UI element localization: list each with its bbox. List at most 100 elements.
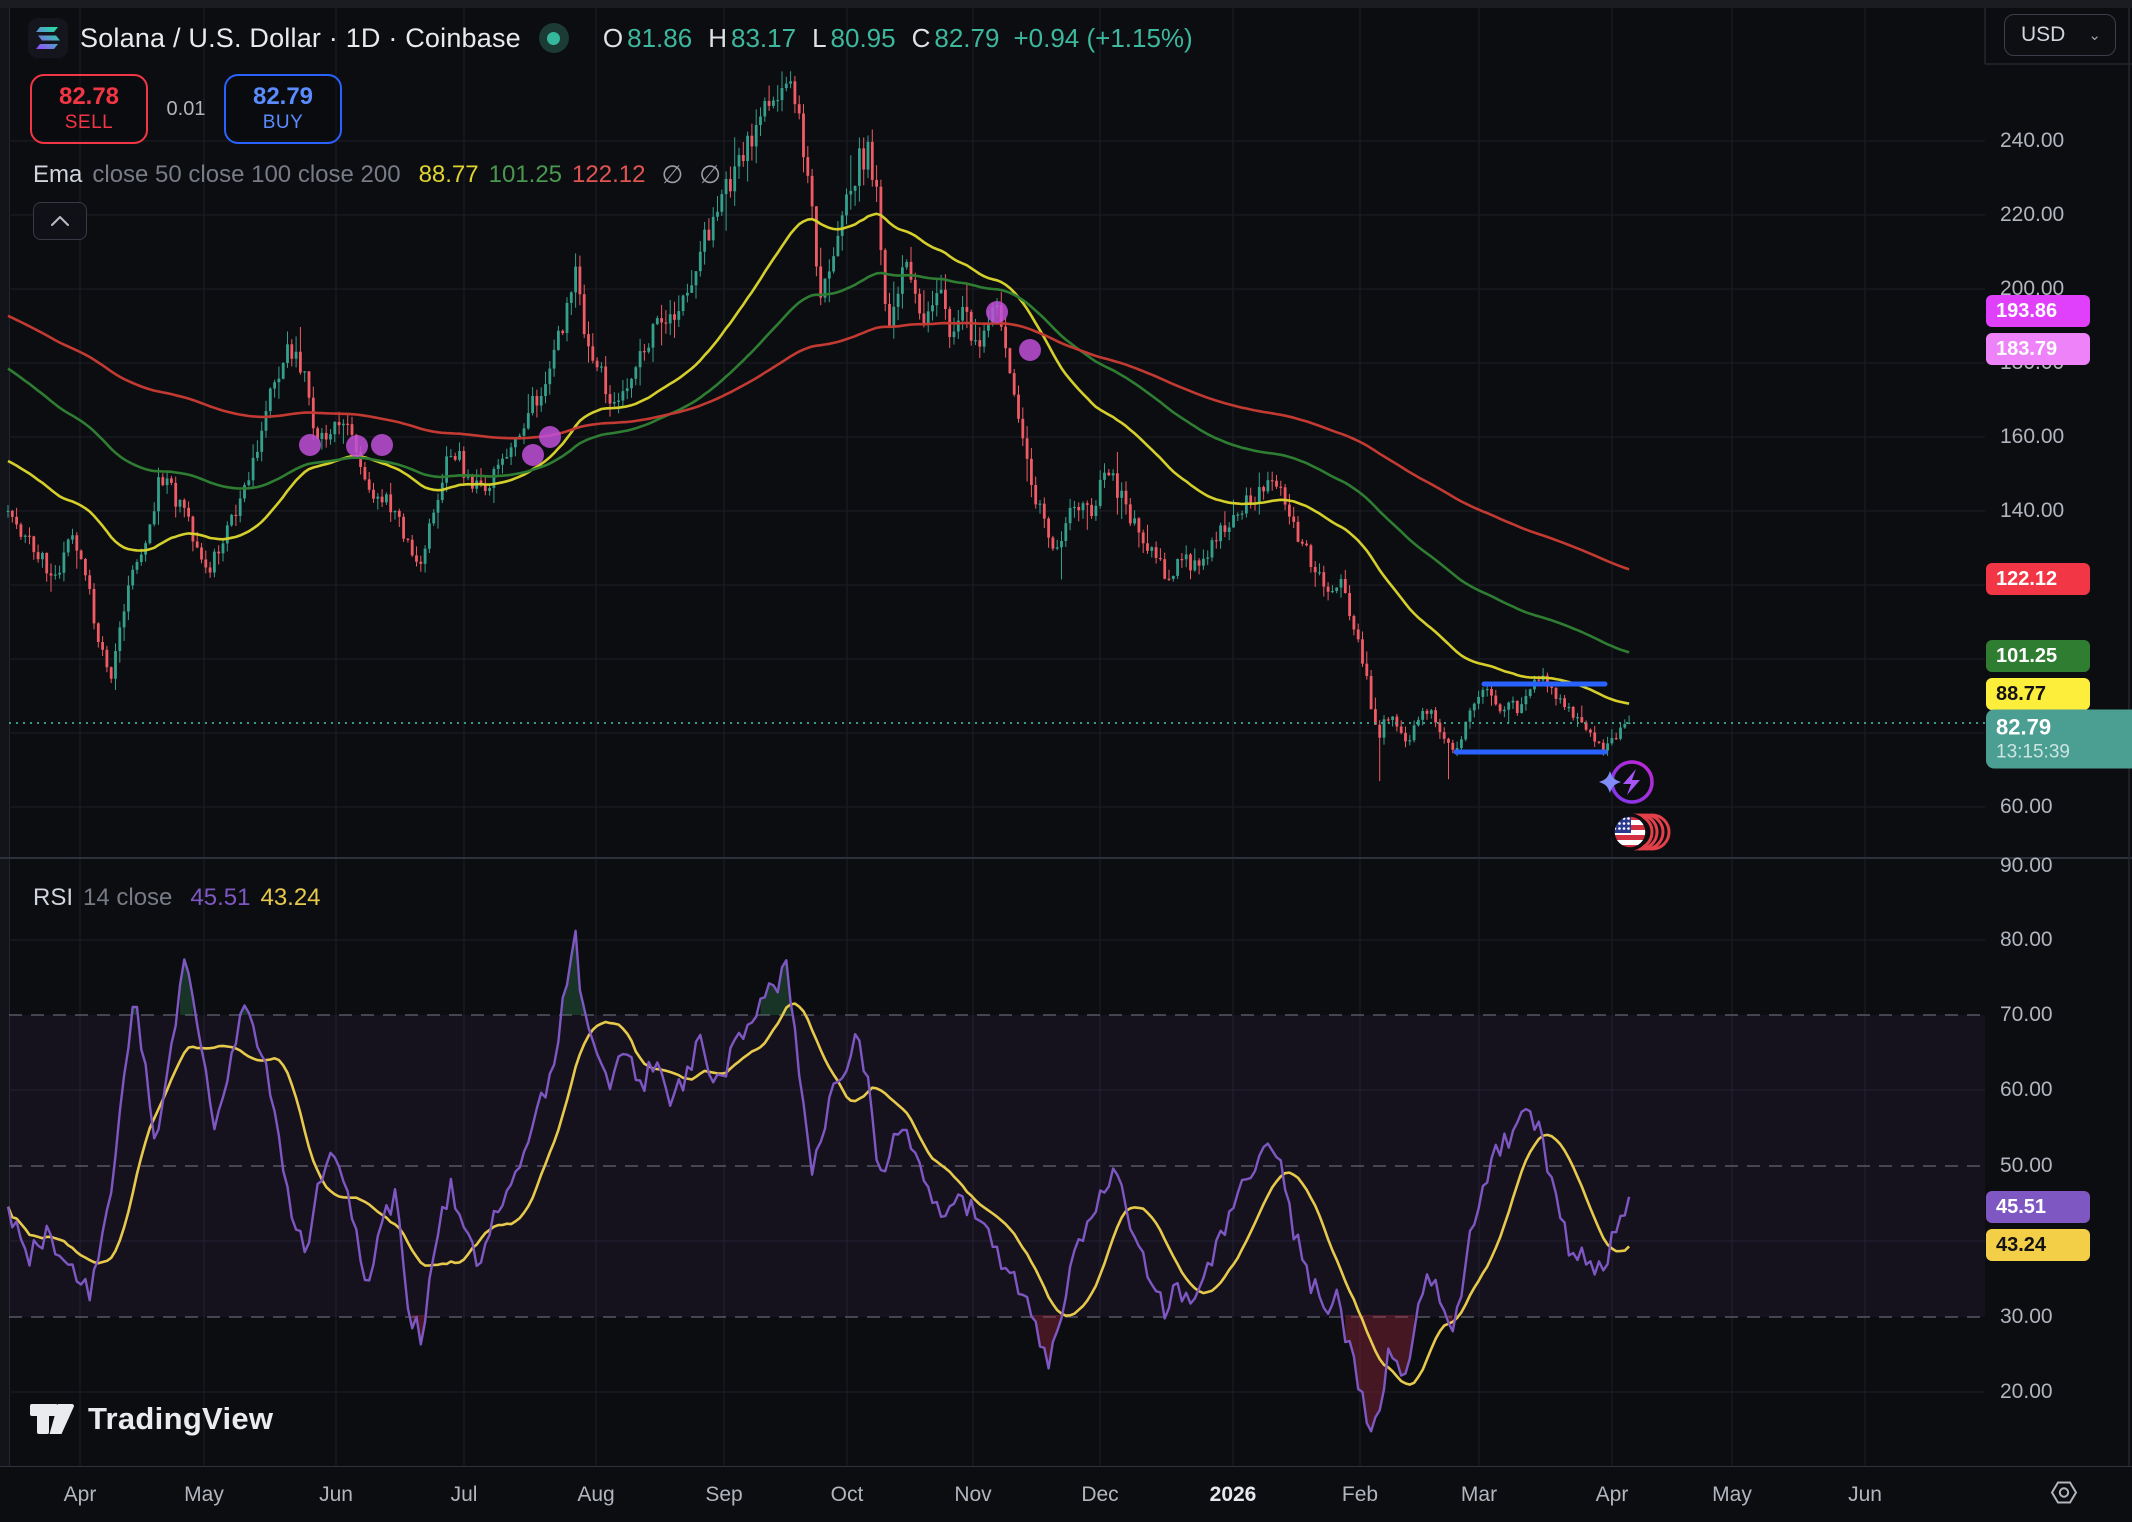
close-label: C <box>911 22 931 53</box>
order-panel: 82.78 SELL 0.01 82.79 BUY <box>30 74 342 144</box>
rsi-overbought-fill <box>562 930 585 1015</box>
rsi-band <box>9 1015 1985 1317</box>
price-scale-tick: 160.00 <box>2000 425 2065 448</box>
market-status-icon[interactable] <box>538 23 569 53</box>
ema-100-line <box>7 271 1630 654</box>
price-scale-tick: 240.00 <box>2000 129 2065 152</box>
time-axis-label: May <box>184 1483 224 1506</box>
rsi-line <box>6 929 1631 1433</box>
price-label-chip: 101.25 <box>1986 640 2090 672</box>
time-axis-label: 2026 <box>1209 1483 1257 1506</box>
hide-indicator-icon[interactable]: ∅ <box>661 161 684 189</box>
time-axis-label: Jun <box>319 1483 353 1506</box>
close-value: 82.79 <box>934 22 1000 53</box>
time-axis-label: May <box>1712 1483 1752 1506</box>
tradingview-logo-icon <box>30 1404 74 1434</box>
time-axis[interactable]: Apr May Jun Jul Aug Sep Oct Nov Dec 2026 Feb Mar Apr… <box>0 1466 2132 1522</box>
rsi-overbought-fill <box>180 959 193 1015</box>
time-axis-label: Aug <box>577 1483 615 1506</box>
currency-selector[interactable]: USD ⌄ <box>2004 14 2116 56</box>
time-axis-label: Jul <box>450 1483 478 1506</box>
price-scale[interactable]: 240.00220.00200.00180.00160.00140.0060.0… <box>1985 8 2132 1466</box>
rsi-indicator-legend[interactable]: RSI 14 close 45.51 43.24 <box>33 884 321 912</box>
rsi-ma-line <box>6 1002 1631 1386</box>
price-scale-tick: 30.00 <box>2000 1305 2053 1328</box>
high-value: 83.17 <box>730 22 797 53</box>
time-axis-label: Oct <box>830 1483 864 1506</box>
us-economic-events-icon[interactable] <box>1611 813 1671 851</box>
sell-label: SELL <box>64 112 114 133</box>
price-scale-tick: 140.00 <box>2000 499 2065 522</box>
axis-settings-gear-icon[interactable] <box>2048 1477 2080 1514</box>
spread-value: 0.01 <box>166 97 206 120</box>
time-axis-label: Jun <box>1848 1483 1882 1506</box>
rsi-overbought-fill <box>760 960 791 1015</box>
price-scale-tick: 90.00 <box>2000 854 2053 877</box>
buy-button[interactable]: 82.79 BUY <box>224 74 342 144</box>
ema200-value: 122.12 <box>572 161 646 188</box>
rsi-value: 45.51 <box>190 884 251 911</box>
low-label: L <box>812 22 827 53</box>
ema-indicator-legend[interactable]: Ema close 50 close 100 close 200 88.77 1… <box>33 160 721 190</box>
last-price-chip: 82.79 13:15:39 <box>1986 709 2132 769</box>
open-label: O <box>602 22 624 53</box>
rsi-legend-params: 14 close <box>83 884 173 911</box>
price-label-chip: 43.24 <box>1986 1229 2090 1261</box>
time-axis-label: Dec <box>1081 1483 1119 1506</box>
chevron-down-icon: ⌄ <box>2088 27 2101 44</box>
symbol-header: Solana / U.S. Dollar · 1D · Coinbase O 8… <box>28 18 1193 58</box>
ema-legend-title: Ema <box>33 161 83 188</box>
price-label-chip: 193.86 <box>1986 295 2090 327</box>
ema50-value: 88.77 <box>418 161 479 188</box>
price-scale-tick: 50.00 <box>2000 1154 2053 1177</box>
rsi-legend-title: RSI <box>33 884 74 911</box>
ema-cross-markers <box>299 301 1041 466</box>
tradingview-logo-text: TradingView <box>88 1401 274 1436</box>
price-scale-tick: 60.00 <box>2000 795 2053 818</box>
candles-layer <box>6 71 1631 782</box>
price-label-chip: 45.51 <box>1986 1191 2090 1223</box>
high-label: H <box>708 22 727 53</box>
buy-price: 82.79 <box>252 83 314 110</box>
window-top-strip <box>0 0 2132 8</box>
time-axis-label: Apr <box>63 1483 97 1506</box>
buy-label: BUY <box>262 112 304 133</box>
price-label-chip: 183.79 <box>1986 333 2090 365</box>
time-axis-label: Mar <box>1460 1483 1498 1506</box>
hide-indicator-icon[interactable]: ∅ <box>699 161 721 189</box>
ema100-value: 101.25 <box>488 161 563 188</box>
time-axis-label: Feb <box>1341 1483 1379 1506</box>
ema-legend-params: close 50 close 100 close 200 <box>92 161 401 188</box>
price-scale-tick: 220.00 <box>2000 203 2065 226</box>
price-scale-tick: 200.00 <box>2000 277 2065 300</box>
rsi-ma-value: 43.24 <box>260 884 321 911</box>
price-scale-tick: 80.00 <box>2000 928 2053 951</box>
price-scale-tick: 70.00 <box>2000 1003 2053 1026</box>
collapsed-drawing-toolbar[interactable] <box>0 8 10 1466</box>
low-value: 80.95 <box>830 22 896 53</box>
time-axis-label: Apr <box>1595 1483 1629 1506</box>
crypto-event-lightning-icon[interactable] <box>1599 760 1654 804</box>
rsi-oversold-fill <box>1345 1315 1415 1432</box>
price-scale-tick: 20.00 <box>2000 1380 2053 1403</box>
price-scale-tick: 60.00 <box>2000 1078 2053 1101</box>
countdown-timer: 13:15:39 <box>1996 741 2070 763</box>
solana-logo-icon[interactable] <box>28 18 68 58</box>
tradingview-logo[interactable]: TradingView <box>30 1398 273 1440</box>
ema-200-line <box>7 314 1630 571</box>
open-value: 81.86 <box>627 22 693 53</box>
price-label-chip: 88.77 <box>1986 678 2090 710</box>
collapse-panel-button[interactable] <box>33 202 87 240</box>
price-label-chip: 122.12 <box>1986 563 2090 595</box>
sell-button[interactable]: 82.78 SELL <box>30 74 148 144</box>
symbol-title[interactable]: Solana / U.S. Dollar · 1D · Coinbase <box>80 22 521 53</box>
last-price-value: 82.79 <box>1996 714 2052 740</box>
change-value: +0.94 (+1.15%) <box>1013 22 1193 53</box>
time-axis-label: Nov <box>954 1483 992 1506</box>
rsi-oversold-fill <box>1031 1315 1062 1369</box>
rsi-overbought-fill <box>132 1007 137 1015</box>
currency-value: USD <box>2021 23 2066 46</box>
time-axis-label: Sep <box>705 1483 743 1506</box>
